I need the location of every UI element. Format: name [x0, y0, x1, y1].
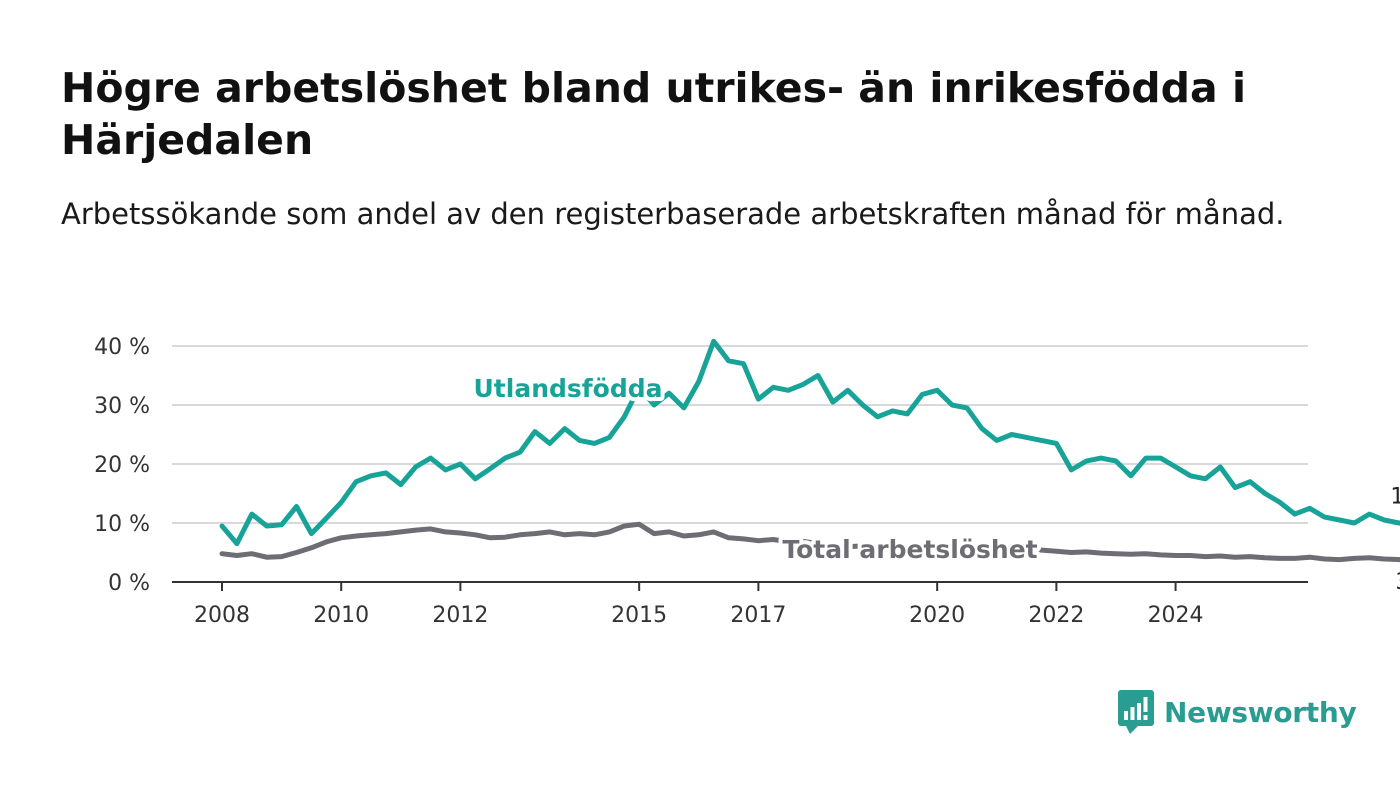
y-tick-label: 10 %	[94, 512, 150, 537]
chart-labels: Utlandsfödda Total arbetslöshet 10,4 % 3,7 …	[470, 370, 1400, 598]
chart-subtitle: Arbetssökande som andel av den registerb…	[61, 197, 1285, 231]
series-line-0	[219, 338, 1400, 547]
end-label-utlandsfodda: 10,4 %	[1390, 485, 1400, 510]
series-lines	[219, 338, 1400, 563]
y-tick-label: 20 %	[94, 453, 150, 478]
x-axis: 0 % 10 % 20 % 30 % 40 % 2008 2010 2012 2015 2017 2…	[94, 335, 1308, 628]
series-label-total: Total arbetslöshet	[782, 535, 1037, 564]
x-tick-label: 2020	[909, 603, 965, 628]
newsworthy-logo-icon	[1118, 690, 1154, 734]
x-tick-label: 2024	[1148, 603, 1204, 628]
y-tick-label: 30 %	[94, 394, 150, 419]
y-tick-label: 0 %	[108, 571, 150, 596]
x-tick-label: 2022	[1028, 603, 1084, 628]
gridlines	[172, 345, 1308, 524]
newsworthy-logo: Newsworthy	[1118, 690, 1357, 734]
x-tick-label: 2008	[194, 603, 250, 628]
y-tick-label: 40 %	[94, 335, 150, 360]
series-label-utlandsfodda: Utlandsfödda	[474, 374, 663, 403]
series-line-1	[219, 521, 1400, 563]
x-tick-label: 2010	[313, 603, 369, 628]
newsworthy-logo-text: Newsworthy	[1164, 695, 1357, 729]
x-tick-label: 2015	[611, 603, 667, 628]
x-tick-label: 2012	[432, 603, 488, 628]
line-chart: 0 % 10 % 20 % 30 % 40 % 2008 2010 2012 2015 2017 2…	[94, 335, 1400, 628]
chart-title: Högre arbetslöshet bland utrikes- än inr…	[61, 64, 1246, 164]
end-label-total: 3,7 %	[1395, 570, 1400, 595]
x-tick-label: 2017	[730, 603, 786, 628]
